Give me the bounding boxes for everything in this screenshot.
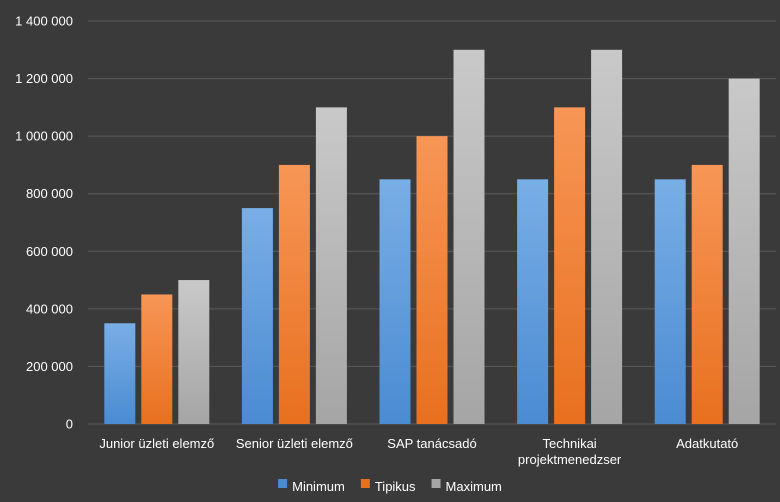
bar-tipikus-senior-uzleti-elemzo <box>278 164 310 424</box>
y-tick-label-1-400-000: 1 400 000 <box>15 14 73 29</box>
bar-group-junior-uzleti-elemzo <box>104 280 210 424</box>
x-tick-label-senior-uzleti-elemzo: Senior üzleti elemző <box>236 436 353 451</box>
y-axis-ticks: 0 200 000 400 000 600 000 800 000 1 000 000 1 … <box>15 14 73 432</box>
bars <box>104 49 760 425</box>
y-tick-label-400-000: 400 000 <box>26 301 73 316</box>
y-tick-label-800-000: 800 000 <box>26 186 73 201</box>
bar-maximum-adatkutato <box>728 78 760 425</box>
bar-maximum-sap-tanacsado <box>453 49 485 425</box>
bar-tipikus-sap-tanacsado <box>416 136 448 424</box>
legend-swatch-tipikus <box>360 479 370 488</box>
legend-swatch-minimum <box>278 479 288 488</box>
x-tick-label-adatkutato: Adatkutató <box>676 436 738 451</box>
bar-tipikus-adatkutato <box>691 164 723 424</box>
bar-maximum-technikai-projektmenedzser <box>591 49 623 425</box>
bar-group-sap-tanacsado <box>379 49 485 425</box>
bar-minimum-sap-tanacsado <box>379 179 411 424</box>
bar-group-technikai-projektmenedzser <box>517 49 623 425</box>
x-axis-labels: Junior üzleti elemző Senior üzleti elemző… <box>99 436 738 467</box>
x-tick-label-sap-tanacsado: SAP tanácsadó <box>387 436 476 451</box>
x-tick-label-junior-uzleti-elemzo: Junior üzleti elemző <box>99 436 214 451</box>
y-tick-label-1-200-000: 1 200 000 <box>15 71 73 86</box>
legend-item-minimum: Minimum <box>278 479 345 494</box>
y-tick-label-600-000: 600 000 <box>26 244 73 259</box>
legend-label-minimum: Minimum <box>292 479 345 494</box>
y-tick-label-200-000: 200 000 <box>26 359 73 374</box>
y-tick-label-0: 0 <box>66 417 73 432</box>
legend-swatch-maximum <box>431 479 441 488</box>
bar-maximum-junior-uzleti-elemzo <box>178 280 210 424</box>
legend-item-maximum: Maximum <box>431 479 502 494</box>
y-tick-label-1-000-000: 1 000 000 <box>15 129 73 144</box>
bar-minimum-technikai-projektmenedzser <box>517 179 549 424</box>
bar-group-senior-uzleti-elemzo <box>241 107 347 424</box>
legend-label-maximum: Maximum <box>446 479 502 494</box>
legend: Minimum Tipikus Maximum <box>278 479 502 494</box>
bar-maximum-senior-uzleti-elemzo <box>315 107 347 424</box>
legend-item-tipikus: Tipikus <box>360 479 416 494</box>
x-tick-label-technikai-projektmenedzser: Technikai projektmenedzser <box>518 436 622 467</box>
bar-tipikus-technikai-projektmenedzser <box>554 107 586 424</box>
bar-tipikus-junior-uzleti-elemzo <box>141 294 173 424</box>
bar-minimum-senior-uzleti-elemzo <box>241 208 273 424</box>
bar-minimum-junior-uzleti-elemzo <box>104 323 136 424</box>
bar-group-adatkutato <box>654 78 760 425</box>
legend-label-tipikus: Tipikus <box>375 479 416 494</box>
bar-minimum-adatkutato <box>654 179 686 424</box>
